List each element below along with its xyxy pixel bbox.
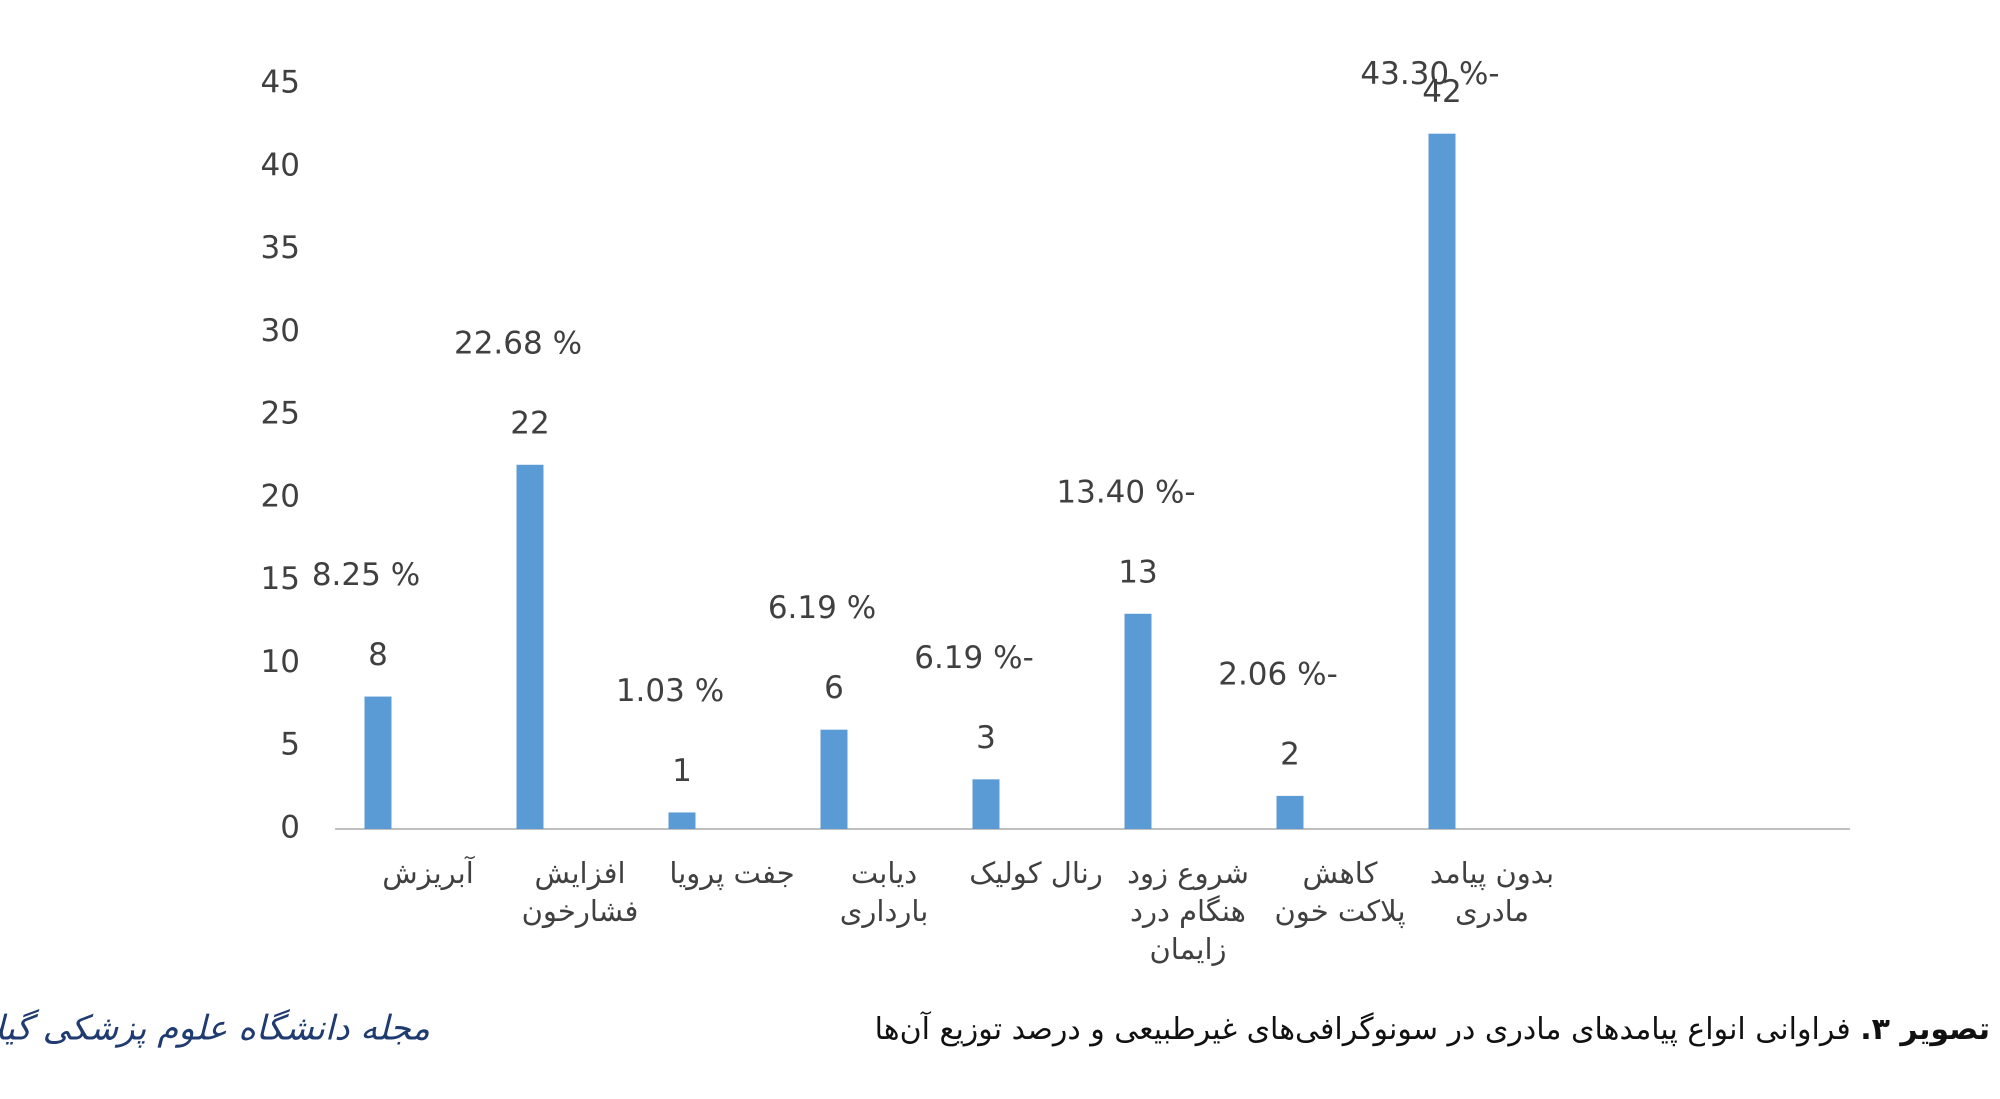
y-tick-label: 15 bbox=[261, 561, 300, 597]
bar bbox=[364, 696, 392, 829]
x-tick-line: بارداری bbox=[840, 894, 929, 928]
percent-label: 6.19 %- bbox=[914, 640, 1034, 676]
value-label: 2 bbox=[1280, 736, 1300, 772]
bar bbox=[1124, 613, 1152, 829]
value-label: 8 bbox=[368, 637, 388, 673]
bar bbox=[1276, 795, 1304, 829]
x-tick-label: کاهش پلاکت خون bbox=[1274, 856, 1405, 929]
value-label: 22 bbox=[510, 405, 549, 441]
y-tick-label: 35 bbox=[261, 230, 300, 266]
x-tick-label: افزایش فشارخون bbox=[522, 856, 639, 928]
x-tick-line: رنال کولیک bbox=[969, 856, 1103, 890]
x-tick-line: هنگام درد bbox=[1130, 894, 1246, 928]
y-tick-label: 5 bbox=[280, 727, 300, 763]
bar bbox=[820, 729, 848, 829]
figure-caption: تصویر ۳. فراوانی انواع پیامدهای مادری در… bbox=[875, 1011, 1990, 1047]
value-label: 13 bbox=[1118, 554, 1157, 590]
value-label: 42 bbox=[1422, 74, 1461, 110]
value-label: 3 bbox=[976, 720, 996, 756]
y-tick-label: 10 bbox=[261, 644, 300, 680]
x-tick-line: دیابت bbox=[851, 856, 917, 890]
percent-label: 6.19 % bbox=[768, 590, 876, 626]
x-tick-label: جفت پرویا bbox=[669, 856, 794, 891]
value-label: 1 bbox=[672, 753, 692, 789]
y-tick-label: 30 bbox=[261, 313, 300, 349]
y-tick-label: 25 bbox=[261, 396, 300, 432]
caption-text: فراوانی انواع پیامدهای مادری در سونوگراف… bbox=[875, 1011, 1851, 1047]
y-tick-label: 0 bbox=[280, 810, 300, 846]
x-tick-line: فشارخون bbox=[522, 894, 639, 928]
x-tick-line: افزایش bbox=[534, 856, 625, 890]
x-tick-line: پلاکت خون bbox=[1274, 894, 1405, 929]
y-tick-label: 20 bbox=[261, 478, 300, 514]
value-label: 6 bbox=[824, 670, 844, 706]
bar bbox=[1428, 133, 1456, 829]
bar bbox=[668, 812, 696, 829]
percent-label: 13.40 %- bbox=[1056, 474, 1195, 510]
x-tick-line: آبریزش bbox=[382, 855, 476, 890]
x-tick-line: کاهش bbox=[1303, 856, 1378, 890]
percent-label: 43.30 %- bbox=[1360, 56, 1499, 92]
caption-label: تصویر ۳. bbox=[1860, 1012, 1990, 1047]
bar bbox=[516, 464, 544, 829]
y-tick-label: 40 bbox=[261, 147, 300, 183]
x-tick-line: جفت پرویا bbox=[669, 856, 794, 891]
x-tick-label: رنال کولیک bbox=[969, 856, 1103, 890]
x-tick-line: شروع زود bbox=[1127, 856, 1249, 890]
x-tick-line: بدون پیامد bbox=[1430, 856, 1554, 891]
percent-label: 2.06 %- bbox=[1218, 656, 1338, 692]
percent-label: 22.68 % bbox=[454, 325, 582, 361]
x-tick-label: دیابت بارداری bbox=[840, 856, 929, 928]
percent-label: 1.03 % bbox=[616, 673, 724, 709]
x-tick-line: مادری bbox=[1455, 894, 1529, 928]
y-tick-label: 45 bbox=[261, 65, 300, 101]
x-tick-label: بدون پیامد مادری bbox=[1430, 856, 1554, 928]
percent-label: 8.25 % bbox=[312, 557, 420, 593]
x-tick-label: آبریزش bbox=[382, 855, 476, 890]
bar bbox=[972, 779, 1000, 829]
x-tick-label: شروع زود هنگام درد زایمان bbox=[1127, 856, 1249, 966]
journal-logo: مجله دانشگاه علوم پزشکی گیلان bbox=[0, 1009, 430, 1049]
x-tick-line: زایمان bbox=[1149, 932, 1226, 966]
